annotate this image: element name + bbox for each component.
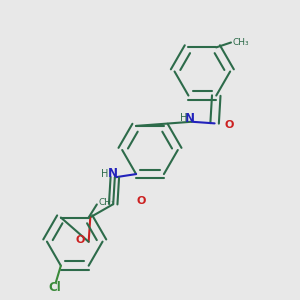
Text: N: N xyxy=(108,167,118,180)
Text: H: H xyxy=(180,113,187,123)
Text: CH₃: CH₃ xyxy=(232,38,249,47)
Text: O: O xyxy=(76,235,85,245)
Text: Cl: Cl xyxy=(48,281,61,294)
Text: CH₃: CH₃ xyxy=(98,198,115,207)
Text: O: O xyxy=(224,120,234,130)
Text: H: H xyxy=(101,169,109,179)
Text: N: N xyxy=(185,112,195,125)
Text: O: O xyxy=(136,196,146,206)
